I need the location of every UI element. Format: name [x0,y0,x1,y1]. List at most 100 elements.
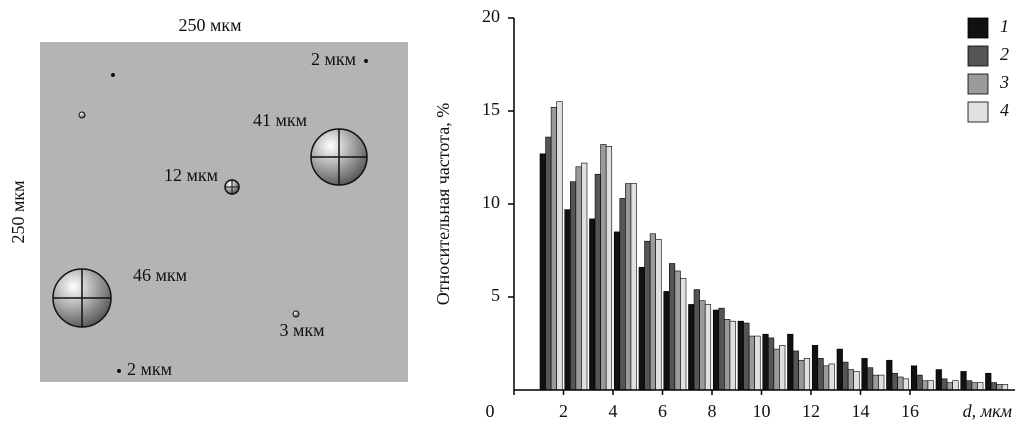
bar [927,380,934,391]
bar [996,384,1003,391]
legend-label: 1 [1000,16,1009,36]
bar [699,300,706,391]
bar [649,233,656,391]
bar [718,307,725,391]
bar [630,183,637,391]
particle-label: 41 мкм [253,110,307,130]
particle [224,179,240,195]
bar [638,266,645,391]
bar [754,335,761,391]
y-axis-label: Относительная частота, % [433,103,453,306]
bar [902,378,910,391]
bar [960,371,967,391]
particle-label: 46 мкм [133,265,187,285]
bar [897,376,904,391]
bar [762,333,769,391]
x-tick-label: 10 [753,401,771,421]
bar [619,198,626,391]
bar [853,371,860,391]
bar [655,239,662,391]
bar [891,372,898,391]
x-tick-label: 6 [658,401,667,421]
bar [792,350,799,391]
particle [111,73,115,77]
bar [748,335,755,391]
x-tick-label: 0 [486,401,495,421]
particle-label: 2 мкм [127,359,172,379]
bar [990,382,997,391]
bar [847,369,854,391]
bar [570,181,577,391]
legend-swatch [967,73,989,95]
legend-label: 4 [1000,100,1009,120]
particle [52,268,112,328]
x-tick-label: 2 [559,401,568,421]
bar [581,162,588,391]
bar [861,358,868,391]
particle-label: 3 мкм [279,320,324,340]
legend-swatch [967,101,989,123]
bar [886,359,893,391]
bar [867,367,874,391]
sample-area [40,42,408,382]
bar [952,380,959,391]
y-tick-label: 10 [482,192,500,212]
bar [842,361,849,391]
bar [693,289,700,391]
bar [798,359,805,391]
top-label: 250 мкм [178,15,241,35]
bar [712,309,720,391]
side-label: 250 мкм [8,180,28,243]
legend-swatch [967,17,989,39]
bar [575,166,582,391]
particle-label: 12 мкм [164,165,218,185]
bar [644,240,651,391]
bar [817,358,824,391]
legend-swatch [967,45,989,67]
x-tick-label: 14 [852,401,870,421]
bar [878,374,885,391]
bar [977,382,984,391]
bar [550,106,557,391]
bar [836,348,843,391]
bar [985,372,992,391]
bar [803,358,811,391]
bar [556,101,563,391]
bar [539,153,546,391]
bar [737,320,744,391]
bar [680,278,687,391]
bar [688,304,695,391]
particle-label: 2 мкм [311,49,356,69]
bar [872,374,879,391]
particle [292,310,300,318]
bar [910,365,918,391]
bar [916,374,923,391]
y-tick-label: 20 [482,6,500,26]
bar [823,365,830,391]
x-axis-label: d, мкм [963,401,1013,421]
bar [594,173,601,391]
bar [545,136,552,391]
bar [589,218,596,391]
x-tick-label: 4 [609,401,618,421]
bar [724,319,731,391]
y-tick-label: 15 [482,99,500,119]
y-tick-label: 5 [491,285,500,305]
particle [117,369,121,373]
bar [971,382,978,391]
bar [669,263,676,391]
chart: Относительная частота, % d, мкм 5 10 15 20 0… [433,6,1015,421]
bar [704,304,712,391]
particle [78,111,86,119]
bar [941,378,948,391]
legend-label: 2 [1000,44,1009,64]
bar [922,380,929,391]
diagram: 250 мкм 250 мкм 2 мкм 41 мкм 12 мкм 46 м… [8,15,408,382]
bar [768,337,775,391]
bar [828,363,835,391]
x-tick-label: 12 [802,401,820,421]
bar [811,345,819,391]
bar [729,320,736,391]
bar [564,209,571,391]
